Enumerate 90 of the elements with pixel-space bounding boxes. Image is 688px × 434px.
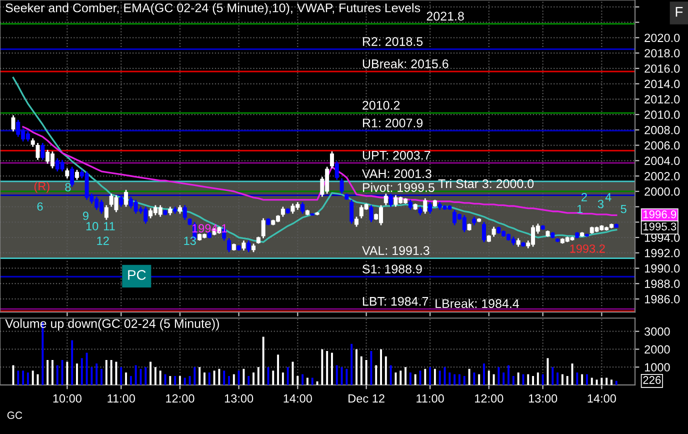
x-tick-label: 12:00	[475, 394, 504, 403]
candlestick	[11, 114, 16, 132]
y-tick-label: 2000	[644, 345, 670, 354]
annotation: 6	[37, 202, 43, 211]
candlestick	[242, 240, 246, 252]
candlestick	[423, 198, 428, 214]
candlestick	[384, 192, 388, 206]
candlestick	[492, 226, 496, 238]
ref-line-label: Pivot: 1999.5	[362, 182, 434, 192]
candlestick	[300, 201, 305, 214]
annotation: 3	[598, 200, 604, 208]
candlestick	[119, 194, 124, 208]
candlestick	[334, 160, 339, 181]
annotation: PC	[128, 270, 146, 280]
ref-line-label: UBreak: 2015.6	[362, 59, 448, 68]
candlestick	[74, 169, 79, 181]
y-tick-label: 1988.0	[644, 280, 680, 288]
y-tick-label: 2016.0	[644, 64, 680, 73]
ref-line-label: VAH: 2001.3	[362, 169, 432, 178]
ref-line-label: 2010.2	[362, 100, 400, 110]
x-tick-label: 11:00	[416, 394, 444, 403]
candlestick	[350, 199, 354, 224]
candlestick	[369, 204, 374, 223]
annotation: 1	[577, 204, 582, 214]
y-tick-label: 2010.0	[644, 110, 680, 119]
ref-line-label: VAL: 1991.3	[362, 246, 430, 256]
y-tick-label: 1000	[644, 363, 670, 372]
y-tick-label: 2000.0	[644, 187, 680, 196]
candlestick	[261, 218, 266, 239]
annotation: 13	[184, 236, 196, 246]
candlestick	[124, 189, 128, 208]
text: 226	[643, 376, 661, 384]
y-tick-label: 2008.0	[644, 126, 680, 134]
candlestick	[36, 142, 40, 161]
annotation: 9	[83, 212, 88, 220]
y-tick-label: 1990.0	[644, 264, 680, 273]
chart-title: Volume up down(GC 02-24 (5 Minute))	[5, 318, 219, 330]
y-tick-label: 2014.0	[644, 80, 680, 88]
x-tick-label: 13:00	[224, 394, 254, 403]
chart-title: Seeker and Comber, EMA(GC 02-24 (5 Minute),10), VWAP, Futures Levels	[6, 3, 420, 15]
text: 5	[620, 204, 626, 214]
y-tick-label: 2004.0	[644, 156, 680, 166]
annotation: 8	[65, 182, 71, 192]
x-tick-label: 14:00	[588, 394, 616, 403]
text: F	[676, 7, 683, 17]
y-tick-label: 1994.0	[644, 234, 680, 242]
y-tick-label: 2012.0	[644, 95, 680, 104]
ref-line-label: LBreak: 1984.4	[436, 298, 520, 308]
candlestick	[280, 206, 285, 218]
candlestick	[40, 142, 45, 161]
annotation: 12	[97, 236, 109, 245]
y-tick-label: 2006.0	[644, 141, 680, 150]
ref-line-label: 2021.8	[426, 12, 464, 21]
x-tick-label: Dec 12	[348, 394, 384, 403]
y-tick-label: 3000	[644, 327, 670, 336]
candlestick	[388, 192, 393, 208]
x-tick-label: 10:00	[53, 394, 82, 403]
annotation: 1993.2	[570, 244, 605, 253]
text: GC	[7, 412, 22, 419]
candlestick	[70, 166, 74, 188]
ref-line-label: R2: 2018.5	[362, 37, 423, 46]
candlestick	[65, 168, 70, 180]
candlestick	[246, 240, 251, 253]
x-tick-label: 12:00	[166, 394, 194, 403]
text: 1996.9	[643, 210, 676, 218]
candlestick	[482, 221, 486, 243]
y-tick-label: 2018.0	[644, 49, 680, 58]
candlestick	[182, 204, 187, 221]
ref-line-label: LBT: 1984.7	[362, 296, 428, 306]
y-tick-label: 1992.0	[644, 248, 680, 258]
ref-line-label: R1: 2007.9	[362, 118, 423, 128]
candlestick	[354, 216, 358, 228]
y-tick-label: 2002.0	[644, 172, 680, 180]
annotation: 11	[104, 222, 115, 230]
ref-line-label: S1: 1988.9	[362, 264, 422, 274]
candlestick	[408, 199, 412, 211]
candlestick	[227, 238, 231, 253]
annotation: 10	[86, 222, 98, 230]
candlestick	[428, 201, 432, 214]
ref-line-label: UPT: 2003.7	[362, 150, 430, 160]
candlestick	[104, 204, 108, 221]
candlestick	[330, 150, 334, 170]
x-tick-label: 13:00	[528, 394, 558, 403]
candlestick	[340, 178, 344, 194]
y-tick-label: 2020.0	[644, 34, 680, 42]
x-tick-label: 11:00	[108, 394, 135, 403]
annotation: (R)	[34, 182, 50, 193]
y-tick-label: 1986.0	[644, 295, 680, 304]
x-tick-label: 14:00	[284, 394, 312, 403]
text: 1995.3	[643, 222, 676, 230]
